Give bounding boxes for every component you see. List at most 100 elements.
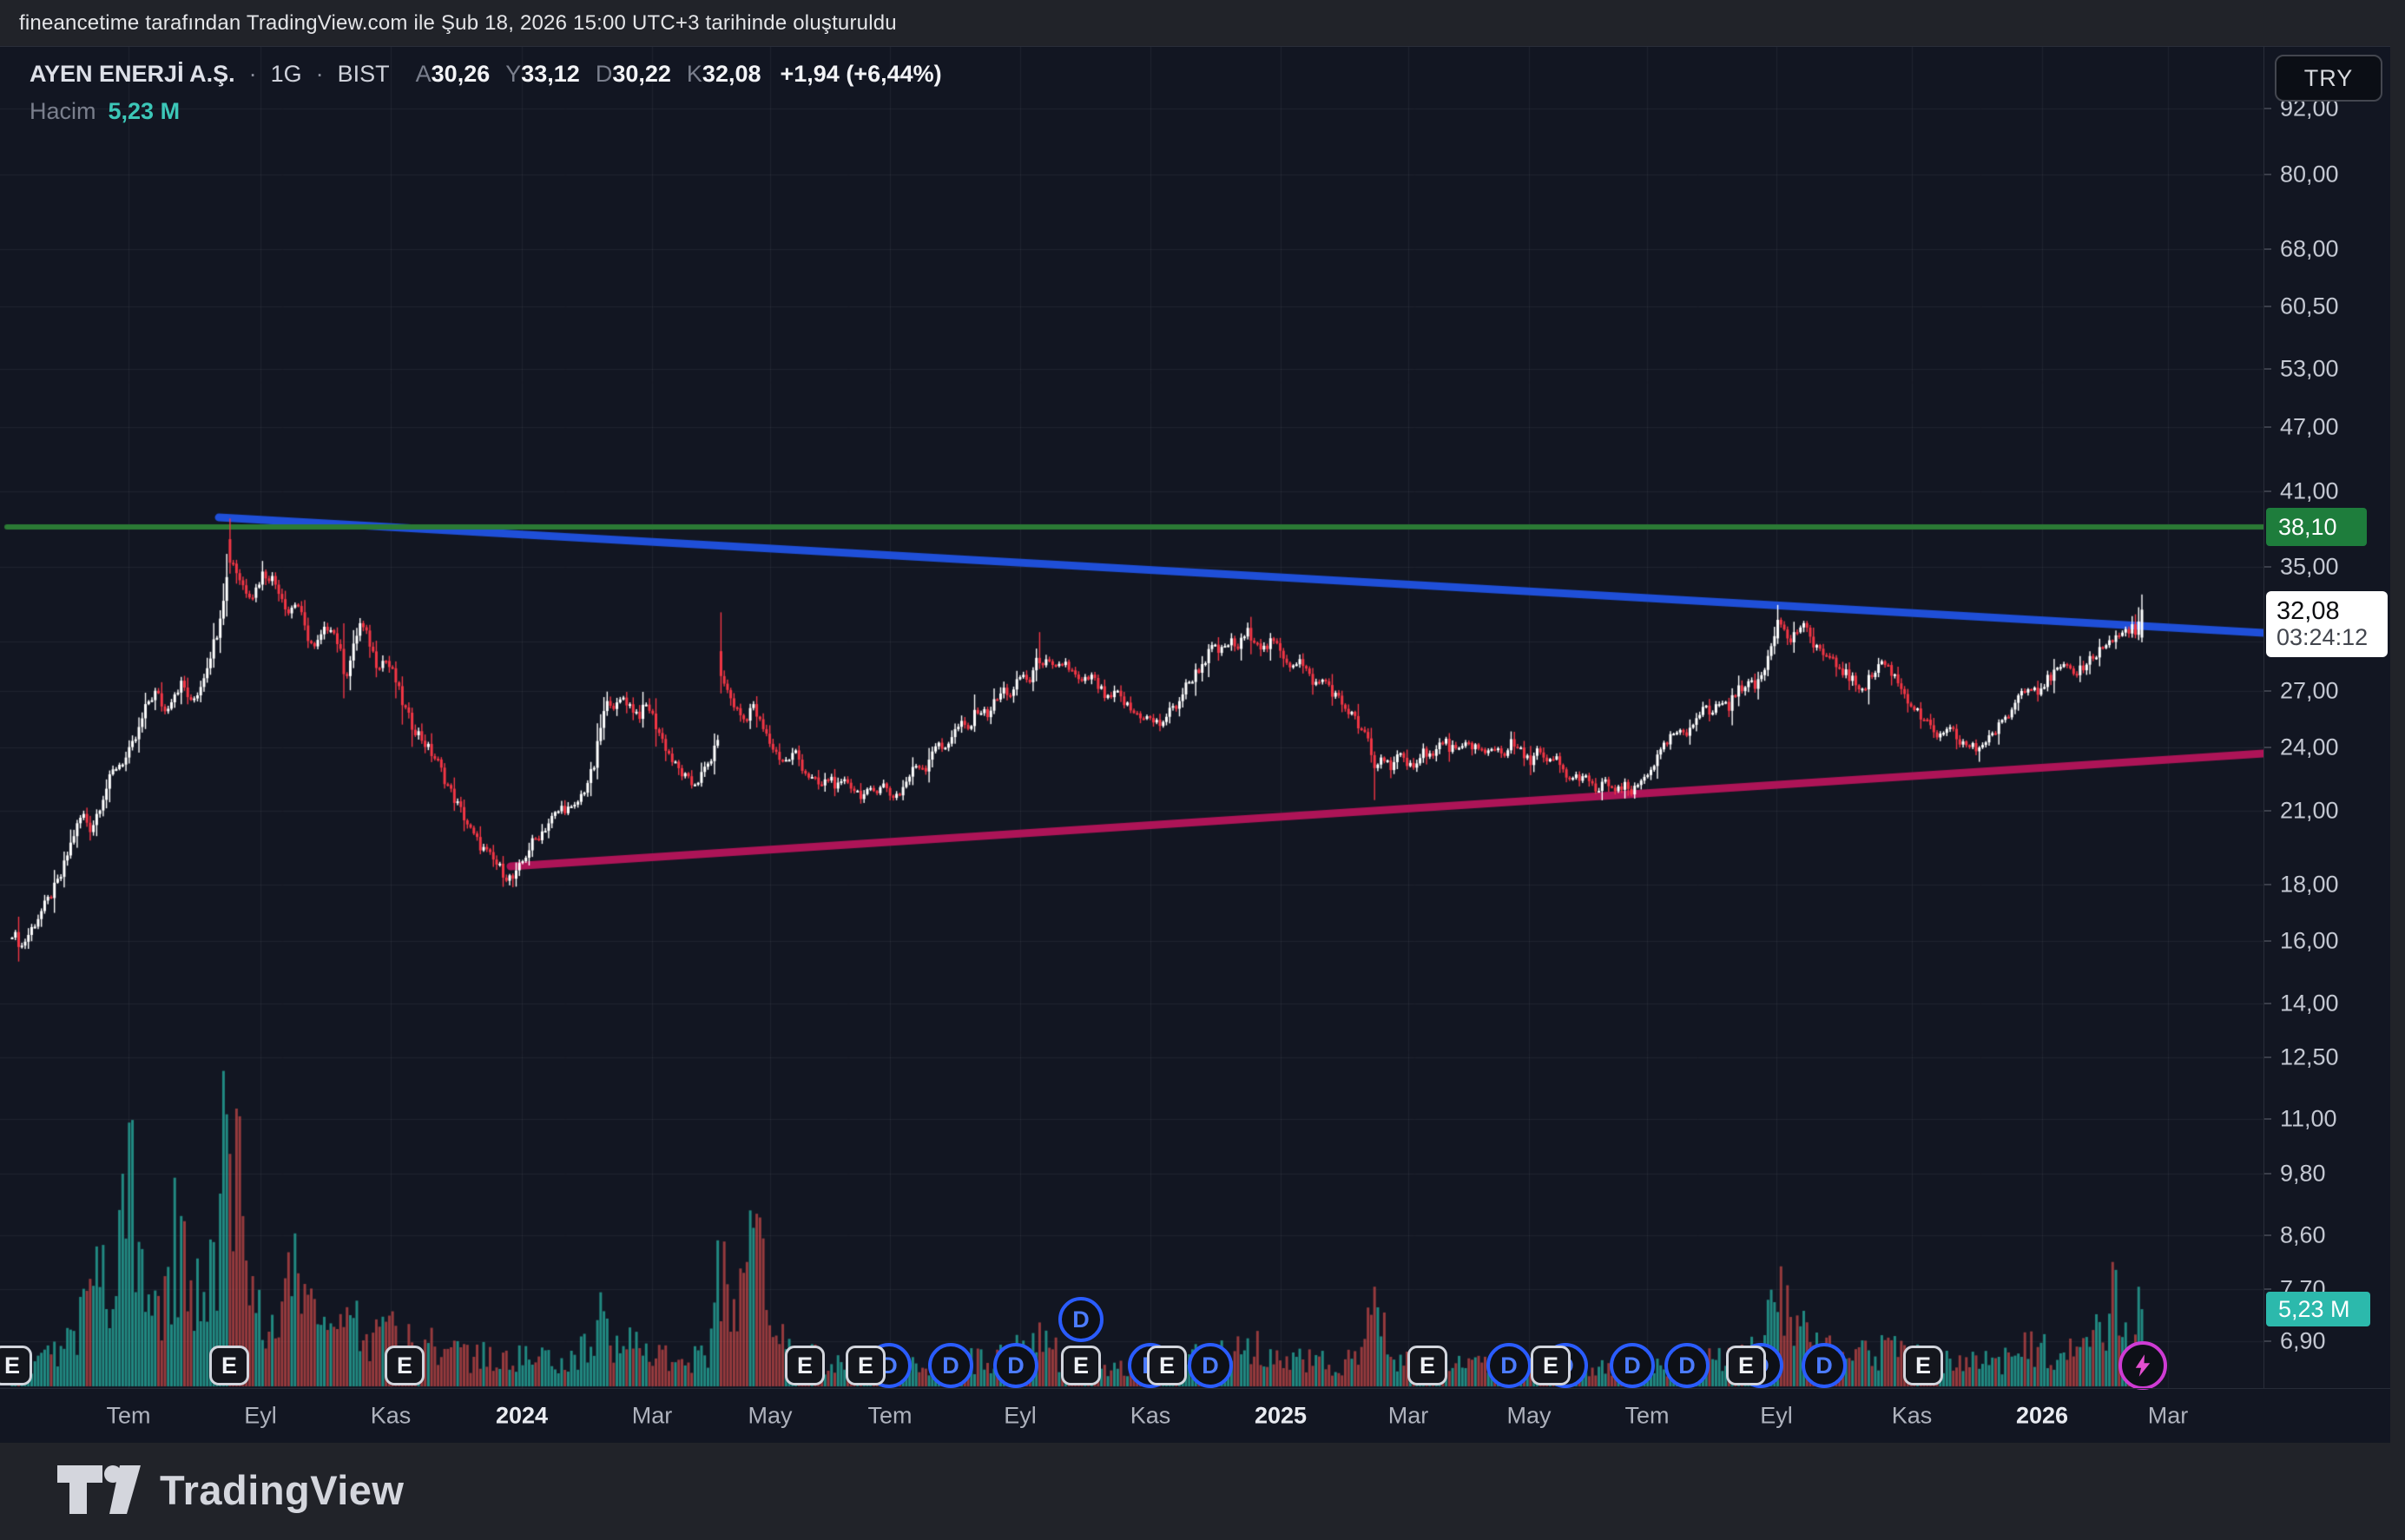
price-axis-tick <box>2264 174 2271 175</box>
legend-separator: · <box>248 61 257 87</box>
price-axis-label: 60,50 <box>2280 293 2339 319</box>
time-axis-month-label: Kas <box>1891 1402 1933 1429</box>
price-axis[interactable]: TRY 38,10 32,08 03:24:12 5,23 M 92,00 80,… <box>2263 47 2391 1388</box>
legend-separator: · <box>315 61 324 87</box>
earnings-marker[interactable]: E <box>0 1346 32 1385</box>
price-axis-tick <box>2264 566 2271 568</box>
price-axis-tick <box>2264 1234 2271 1236</box>
price-axis-tick <box>2264 1340 2271 1342</box>
time-axis-year-label: 2026 <box>2015 1402 2069 1429</box>
time-axis-year-label: 2025 <box>1254 1402 1308 1429</box>
price-axis-label: 35,00 <box>2280 553 2339 580</box>
earnings-marker[interactable]: E <box>1531 1346 1571 1385</box>
time-axis-month-label: Eyl <box>1004 1402 1037 1429</box>
earnings-marker[interactable]: E <box>1061 1346 1101 1385</box>
time-axis-month-label: Eyl <box>1760 1402 1793 1429</box>
ohlc-values: A30,26 Y33,12 D30,22 K32,08 <box>416 61 761 88</box>
time-axis-month-label: Kas <box>370 1402 412 1429</box>
price-axis-label: 6,90 <box>2280 1327 2326 1354</box>
dividend-marker[interactable]: D <box>1188 1343 1233 1388</box>
time-axis-month-label: Kas <box>1130 1402 1171 1429</box>
interval-label[interactable]: 1G <box>270 61 302 87</box>
price-chart-canvas[interactable] <box>0 47 2263 1388</box>
earnings-marker[interactable]: E <box>1726 1346 1766 1385</box>
ohlc-token: A30,26 <box>415 61 491 87</box>
price-axis-tick <box>2264 690 2271 692</box>
upcoming-earnings-marker[interactable] <box>2118 1341 2167 1390</box>
footer-bar: TradingView <box>0 1443 2405 1540</box>
time-axis-month-label: Mar <box>2147 1402 2189 1429</box>
volume-value: 5,23 M <box>108 98 181 124</box>
dividend-marker[interactable]: D <box>1486 1343 1532 1388</box>
time-axis-month-label: Eyl <box>244 1402 277 1429</box>
price-axis-label: 80,00 <box>2280 161 2339 188</box>
time-axis-month-label: Tem <box>106 1402 151 1429</box>
exchange-label: BIST <box>337 61 390 87</box>
price-axis-label: 12,50 <box>2280 1043 2339 1070</box>
price-axis-tick <box>2264 426 2271 428</box>
dividend-marker[interactable]: D <box>993 1343 1038 1388</box>
price-axis-tick <box>2264 108 2271 109</box>
lightning-icon <box>2135 1354 2151 1377</box>
price-axis-label: 14,00 <box>2280 990 2339 1017</box>
dividend-marker[interactable]: D <box>1802 1343 1847 1388</box>
ohlc-token: Y33,12 <box>505 61 580 87</box>
chart-widget: AYEN ENERJİ A.Ş. · 1G · BIST A30,26 Y33,1… <box>0 46 2390 1444</box>
earnings-marker[interactable]: E <box>1407 1346 1447 1385</box>
earnings-marker[interactable]: E <box>1903 1346 1943 1385</box>
last-price-tag: 32,08 03:24:12 <box>2266 591 2388 657</box>
tradingview-wordmark: TradingView <box>160 1466 405 1513</box>
price-axis-tick <box>2264 1003 2271 1004</box>
time-axis-month-label: May <box>1506 1402 1552 1429</box>
symbol-legend: AYEN ENERJİ A.Ş. · 1G · BIST A30,26 Y33,1… <box>30 61 942 125</box>
ohlc-token: D30,22 <box>595 61 671 87</box>
price-axis-label: 11,00 <box>2280 1105 2337 1132</box>
time-axis-month-label: Mar <box>1387 1402 1429 1429</box>
price-axis-tick <box>2264 490 2271 492</box>
price-axis-label: 21,00 <box>2280 797 2339 824</box>
dividend-marker[interactable]: D <box>1664 1343 1710 1388</box>
price-axis-label: 68,00 <box>2280 235 2339 262</box>
price-axis-tick <box>2264 368 2271 370</box>
price-axis-tick <box>2264 1173 2271 1175</box>
volume-axis-tag: 5,23 M <box>2266 1292 2370 1326</box>
time-axis-year-label: 2024 <box>495 1402 549 1429</box>
price-axis-tick <box>2264 884 2271 885</box>
price-axis-tick <box>2264 248 2271 250</box>
price-axis-tick <box>2264 810 2271 812</box>
volume-label: Hacim <box>30 98 96 124</box>
time-axis-month-label: Mar <box>631 1402 673 1429</box>
price-axis-label: 9,80 <box>2280 1160 2326 1187</box>
price-axis-label: 27,00 <box>2280 677 2339 704</box>
ohlc-token: K32,08 <box>686 61 761 87</box>
tradingview-logo-mark <box>57 1465 141 1514</box>
price-axis-tick <box>2264 306 2271 307</box>
price-axis-tick <box>2264 1118 2271 1120</box>
price-axis-label: 16,00 <box>2280 927 2339 954</box>
price-axis-label: 8,60 <box>2280 1221 2326 1248</box>
event-markers-row: DDDDDDDDDDDDEEEEEEEEEEE <box>0 47 2263 1390</box>
dividend-marker[interactable]: D <box>928 1343 973 1388</box>
earnings-marker[interactable]: E <box>209 1346 249 1385</box>
price-axis-label: 18,00 <box>2280 871 2339 898</box>
price-axis-label: 24,00 <box>2280 734 2339 760</box>
bar-countdown-timer: 03:24:12 <box>2277 624 2369 650</box>
price-axis-tick <box>2264 1056 2271 1058</box>
earnings-marker[interactable]: E <box>1147 1346 1187 1385</box>
level-price-tag: 38,10 <box>2266 508 2367 546</box>
price-axis-tick <box>2264 940 2271 942</box>
earnings-marker[interactable]: E <box>385 1346 425 1385</box>
price-axis-label: 47,00 <box>2280 413 2339 440</box>
price-axis-label: 53,00 <box>2280 355 2339 382</box>
time-axis-month-label: May <box>748 1402 793 1429</box>
earnings-marker[interactable]: E <box>846 1346 886 1385</box>
tradingview-logo[interactable]: TradingView <box>56 1464 405 1516</box>
time-axis[interactable]: Tem Eyl Kas 2024 Mar May Tem Eyl Kas 2025 Mar May Te… <box>0 1388 2390 1443</box>
time-axis-month-label: Tem <box>867 1402 913 1429</box>
earnings-marker[interactable]: E <box>785 1346 825 1385</box>
dividend-marker[interactable]: D <box>1610 1343 1655 1388</box>
symbol-title[interactable]: AYEN ENERJİ A.Ş. <box>30 61 235 87</box>
currency-toggle-button[interactable]: TRY <box>2275 55 2382 102</box>
dividend-marker[interactable]: D <box>1058 1297 1104 1342</box>
